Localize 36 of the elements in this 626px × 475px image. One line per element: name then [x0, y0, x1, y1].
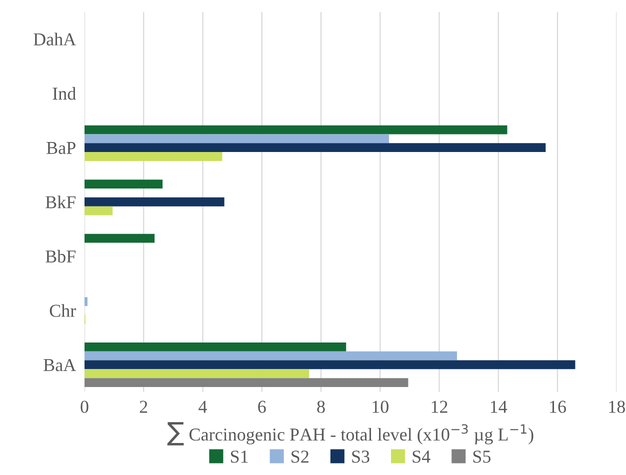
legend-label: S5 [473, 450, 491, 463]
x-tick-label: 10 [372, 400, 388, 413]
bar [84, 369, 310, 378]
y-tick-label: BaP [46, 142, 76, 154]
x-tick-label: 18 [609, 400, 625, 413]
x-tick-label: 12 [432, 400, 448, 413]
bar [84, 351, 457, 360]
legend-label: S2 [292, 450, 308, 463]
legend-label: S1 [230, 450, 248, 463]
legend-label: S4 [412, 450, 430, 463]
bar [84, 134, 389, 144]
y-tick-label: BbF [46, 250, 76, 263]
y-tick-label: Chr [50, 304, 76, 317]
x-axis-title: ∑ Carcinogenic PAH - total level (x10$^{−3}$ µg L$^{−1}$) [167, 422, 534, 446]
bar [84, 197, 224, 206]
bar [84, 360, 576, 370]
bar [84, 342, 346, 352]
legend-label: S3 [352, 450, 370, 463]
y-tick-label: Ind [52, 87, 76, 100]
bar [84, 206, 113, 216]
x-tick-label: 14 [490, 400, 508, 413]
y-tick-label: DahA [34, 32, 76, 46]
x-tick-label: 2 [140, 400, 148, 413]
x-tick-label: 16 [550, 400, 566, 413]
x-tick-label: 0 [80, 400, 88, 413]
bar [84, 125, 508, 134]
x-tick-label: 4 [198, 400, 207, 413]
bar [84, 180, 163, 189]
bar [84, 378, 408, 387]
bar [84, 152, 222, 161]
y-tick-label: BaA [44, 359, 76, 372]
bar [84, 143, 546, 152]
bar [84, 234, 155, 243]
y-tick-label: BkF [46, 196, 76, 208]
x-tick-label: 6 [258, 400, 266, 413]
x-tick-label: 8 [317, 400, 325, 413]
